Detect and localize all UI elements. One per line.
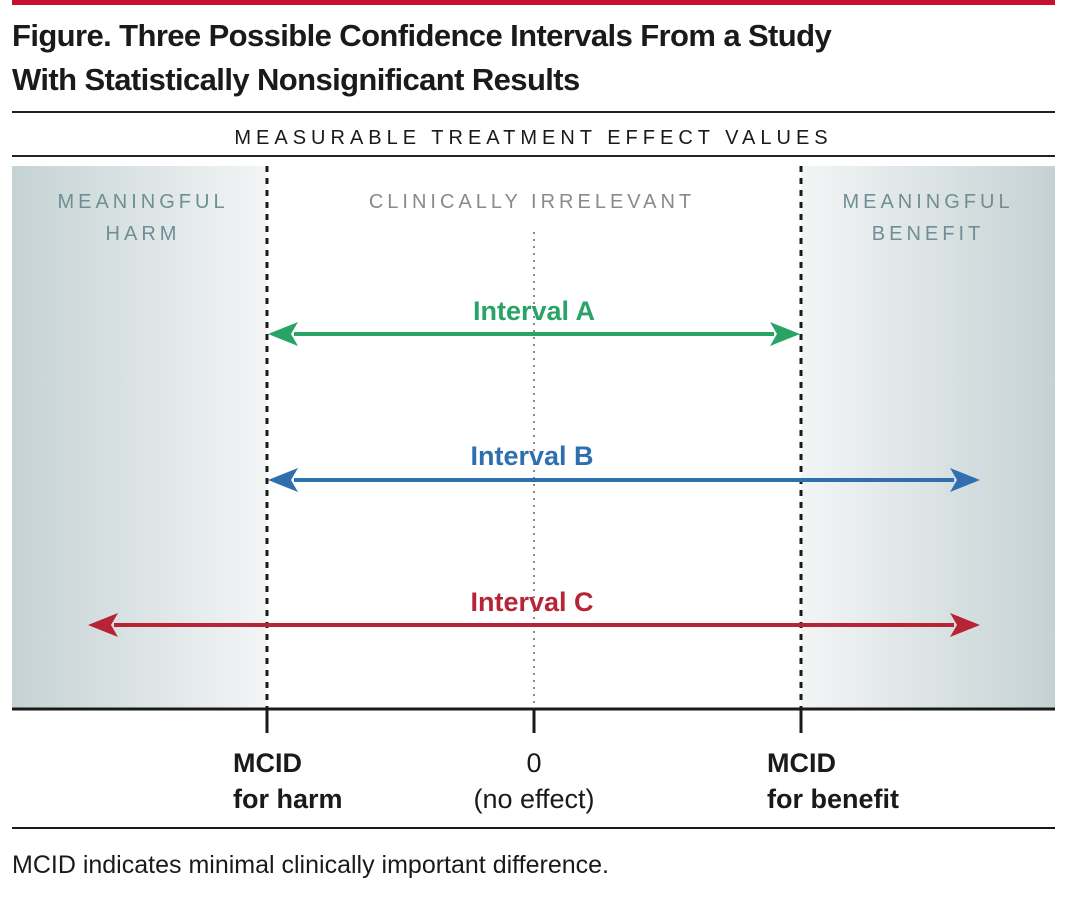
harm-label-line-2: HARM	[106, 223, 181, 245]
tick-label-mcid-benefit-1: MCID	[767, 748, 836, 778]
tick-label-mcid-harm-1: MCID	[233, 748, 302, 778]
interval-c-arrow	[88, 613, 980, 637]
title-rule	[12, 111, 1055, 113]
interval-c-label: Interval C	[470, 587, 593, 617]
benefit-region	[801, 166, 1055, 710]
interval-b-label: Interval B	[470, 441, 593, 471]
interval-a-arrow	[268, 322, 800, 346]
tick-label-zero-1: 0	[526, 748, 541, 778]
tick-label-mcid-benefit-2: for benefit	[767, 784, 899, 814]
axis-heading: MEASURABLE TREATMENT EFFECT VALUES	[234, 127, 833, 149]
footnote: MCID indicates minimal clinically import…	[12, 851, 609, 879]
figure-title: Figure. Three Possible Confidence Interv…	[12, 14, 1012, 102]
title-line-1: Figure. Three Possible Confidence Interv…	[12, 18, 832, 53]
interval-a-label: Interval A	[473, 296, 595, 326]
benefit-label-line-2: BENEFIT	[872, 223, 984, 245]
benefit-label-line-1: MEANINGFUL	[842, 191, 1013, 213]
harm-label-line-1: MEANINGFUL	[57, 191, 228, 213]
interval-b-arrow	[268, 468, 980, 492]
accent-bar	[12, 0, 1055, 5]
interval-diagram: MEANINGFUL HARM CLINICALLY IRRELEVANT ME…	[12, 166, 1055, 829]
irrelevant-label: CLINICALLY IRRELEVANT	[369, 191, 695, 213]
harm-region	[12, 166, 267, 710]
tick-label-zero-2: (no effect)	[473, 784, 594, 814]
title-line-2: With Statistically Nonsignificant Result…	[12, 62, 580, 97]
heading-rule	[12, 155, 1055, 157]
tick-label-mcid-harm-2: for harm	[233, 784, 343, 814]
